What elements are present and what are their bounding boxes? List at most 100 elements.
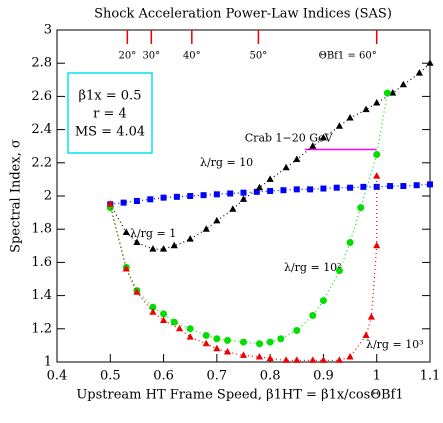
y-tick-label: 1.2 (31, 321, 52, 336)
series-line (110, 183, 431, 205)
angle-tick-label: 40° (183, 51, 201, 62)
marker (319, 133, 328, 141)
marker (200, 192, 207, 199)
marker (266, 175, 274, 182)
y-tick-label: 3 (44, 23, 52, 38)
marker (120, 199, 127, 206)
y-axis-label: Spectral Index, σ (9, 139, 24, 253)
y-tick-label: 2.8 (31, 56, 52, 71)
marker (160, 310, 168, 318)
marker (122, 228, 130, 236)
marker (227, 190, 234, 197)
info-box (67, 72, 153, 154)
marker (280, 187, 287, 194)
marker (267, 188, 274, 195)
marker (357, 204, 365, 212)
marker (389, 89, 397, 96)
marker (373, 99, 381, 106)
marker (173, 193, 180, 200)
marker (213, 216, 221, 224)
angle-tick-label: ΘBf1 = 60° (319, 51, 377, 62)
marker (309, 356, 317, 363)
marker (239, 351, 248, 358)
marker (202, 225, 210, 232)
marker (309, 312, 317, 320)
marker (202, 331, 210, 339)
info-text: r = 4 (93, 107, 127, 122)
x-tick-label: 0.9 (313, 369, 334, 384)
marker (307, 186, 314, 193)
x-tick-label: 0.5 (100, 369, 121, 384)
y-tick-label: 1.4 (31, 288, 52, 303)
marker (346, 238, 354, 246)
marker (133, 238, 141, 245)
series-label: λ/rg = 10² (284, 261, 342, 274)
marker (333, 184, 340, 191)
marker (293, 186, 300, 193)
marker (170, 241, 178, 249)
marker (362, 105, 370, 113)
marker (213, 344, 221, 352)
y-tick-label: 1 (44, 355, 52, 370)
annotation-text: Crab 1−20 GeV (245, 132, 334, 145)
marker (320, 185, 327, 192)
series-label: λ/rg = 10 (200, 156, 253, 169)
marker (346, 113, 354, 121)
marker (266, 338, 274, 346)
chart-title: Shock Acceleration Power-Law Indices (SA… (94, 7, 392, 22)
marker (133, 197, 140, 204)
marker (106, 200, 114, 207)
marker (346, 353, 354, 360)
marker (293, 326, 301, 334)
marker (282, 163, 290, 171)
marker (159, 245, 168, 252)
marker (362, 331, 370, 338)
marker (383, 89, 391, 97)
marker (426, 59, 434, 66)
marker (360, 183, 367, 190)
marker (187, 193, 194, 199)
marker (122, 265, 130, 272)
marker (373, 183, 380, 190)
angle-tick-label: 30° (142, 51, 160, 62)
marker (335, 122, 344, 129)
marker (255, 183, 264, 191)
marker (415, 69, 423, 76)
x-tick-label: 0.4 (47, 369, 68, 384)
marker (347, 184, 354, 191)
marker (309, 142, 317, 149)
info-text: MS = 4.04 (75, 125, 145, 140)
x-tick-label: 1 (373, 369, 381, 384)
marker (255, 353, 264, 360)
marker (149, 303, 157, 311)
marker (223, 348, 232, 355)
marker (175, 324, 184, 332)
series-label: λ/rg = 10³ (366, 338, 424, 351)
series-line (109, 92, 388, 345)
x-tick-label: 0.8 (260, 369, 281, 384)
angle-tick-label: 20° (118, 51, 136, 62)
y-tick-label: 2.4 (31, 122, 52, 137)
marker (202, 339, 210, 347)
y-tick-label: 2.2 (31, 155, 52, 170)
marker (373, 241, 381, 249)
marker (240, 338, 247, 346)
marker (239, 195, 248, 202)
marker (293, 356, 301, 363)
marker (399, 80, 407, 88)
y-tick-label: 2.6 (31, 89, 52, 104)
angle-tick-label: 50° (250, 51, 268, 62)
x-tick-label: 0.6 (153, 369, 174, 384)
marker (170, 318, 178, 326)
marker (149, 245, 157, 252)
y-tick-label: 1.8 (31, 222, 52, 237)
marker (186, 325, 194, 333)
marker (186, 333, 194, 340)
series-label: λ/rg = 1 (130, 227, 176, 240)
marker (240, 189, 247, 196)
x-tick-label: 0.7 (207, 369, 228, 384)
marker (149, 308, 157, 315)
marker (159, 316, 168, 323)
marker (335, 267, 343, 275)
